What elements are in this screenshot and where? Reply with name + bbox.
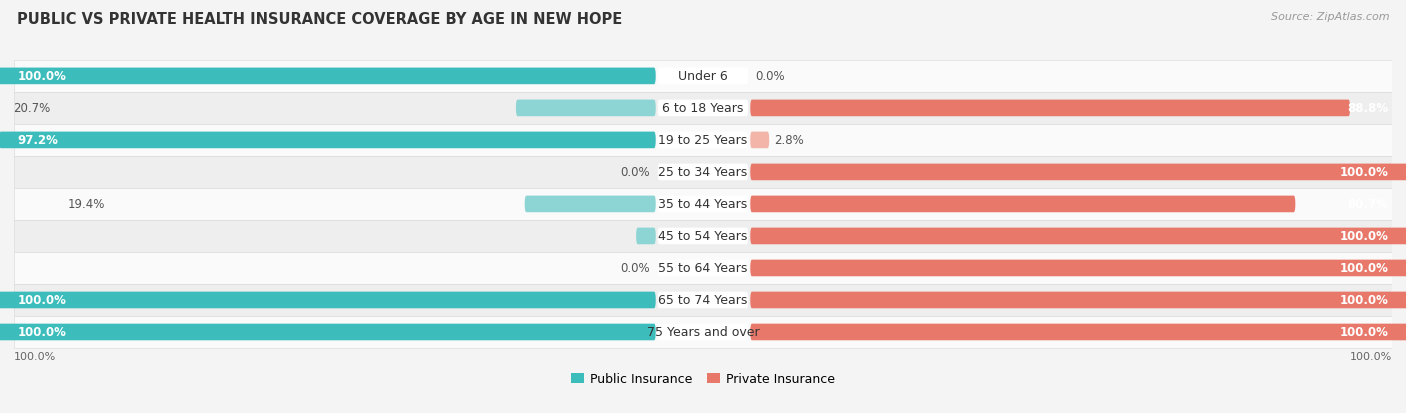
Text: Source: ZipAtlas.com: Source: ZipAtlas.com	[1271, 12, 1389, 22]
FancyBboxPatch shape	[14, 125, 1392, 157]
Text: 0.0%: 0.0%	[620, 166, 651, 179]
FancyBboxPatch shape	[751, 260, 1406, 277]
FancyBboxPatch shape	[658, 132, 748, 149]
FancyBboxPatch shape	[14, 188, 1392, 221]
FancyBboxPatch shape	[751, 292, 1406, 309]
Text: 45 to 54 Years: 45 to 54 Years	[658, 230, 748, 243]
Text: 25 to 34 Years: 25 to 34 Years	[658, 166, 748, 179]
FancyBboxPatch shape	[14, 221, 1392, 252]
FancyBboxPatch shape	[14, 157, 1392, 188]
FancyBboxPatch shape	[658, 324, 748, 340]
Text: PUBLIC VS PRIVATE HEALTH INSURANCE COVERAGE BY AGE IN NEW HOPE: PUBLIC VS PRIVATE HEALTH INSURANCE COVER…	[17, 12, 621, 27]
Text: 20.7%: 20.7%	[13, 102, 51, 115]
Text: 19 to 25 Years: 19 to 25 Years	[658, 134, 748, 147]
FancyBboxPatch shape	[14, 252, 1392, 284]
FancyBboxPatch shape	[751, 164, 1406, 181]
FancyBboxPatch shape	[14, 61, 1392, 93]
Text: 0.0%: 0.0%	[620, 262, 651, 275]
FancyBboxPatch shape	[0, 69, 655, 85]
Text: 100.0%: 100.0%	[1340, 326, 1389, 339]
FancyBboxPatch shape	[751, 324, 1406, 340]
FancyBboxPatch shape	[658, 100, 748, 117]
FancyBboxPatch shape	[658, 164, 748, 181]
Text: 35 to 44 Years: 35 to 44 Years	[658, 198, 748, 211]
Text: 19.4%: 19.4%	[67, 198, 105, 211]
FancyBboxPatch shape	[14, 93, 1392, 125]
FancyBboxPatch shape	[658, 292, 748, 309]
Text: Under 6: Under 6	[678, 70, 728, 83]
Text: 0.0%: 0.0%	[755, 70, 786, 83]
Text: 65 to 74 Years: 65 to 74 Years	[658, 294, 748, 307]
FancyBboxPatch shape	[751, 132, 769, 149]
FancyBboxPatch shape	[0, 132, 655, 149]
Text: 100.0%: 100.0%	[1340, 262, 1389, 275]
Text: 2.8%: 2.8%	[775, 134, 804, 147]
FancyBboxPatch shape	[658, 196, 748, 213]
FancyBboxPatch shape	[516, 100, 655, 117]
Text: 6 to 18 Years: 6 to 18 Years	[662, 102, 744, 115]
Text: 80.7%: 80.7%	[1348, 198, 1389, 211]
Text: 100.0%: 100.0%	[14, 351, 56, 361]
FancyBboxPatch shape	[658, 228, 748, 244]
Text: 100.0%: 100.0%	[1340, 294, 1389, 307]
Text: 75 Years and over: 75 Years and over	[647, 326, 759, 339]
Text: 88.8%: 88.8%	[1347, 102, 1389, 115]
FancyBboxPatch shape	[751, 228, 1406, 244]
FancyBboxPatch shape	[636, 228, 655, 244]
FancyBboxPatch shape	[658, 69, 748, 85]
FancyBboxPatch shape	[0, 324, 655, 340]
FancyBboxPatch shape	[0, 292, 655, 309]
FancyBboxPatch shape	[524, 196, 655, 213]
Text: 100.0%: 100.0%	[17, 326, 66, 339]
Text: 97.2%: 97.2%	[17, 134, 58, 147]
Text: 55 to 64 Years: 55 to 64 Years	[658, 262, 748, 275]
Text: 100.0%: 100.0%	[1340, 166, 1389, 179]
FancyBboxPatch shape	[751, 100, 1350, 117]
FancyBboxPatch shape	[14, 284, 1392, 316]
Text: 100.0%: 100.0%	[1350, 351, 1392, 361]
Text: 100.0%: 100.0%	[17, 70, 66, 83]
FancyBboxPatch shape	[658, 260, 748, 277]
FancyBboxPatch shape	[14, 316, 1392, 348]
Text: 100.0%: 100.0%	[17, 294, 66, 307]
Legend: Public Insurance, Private Insurance: Public Insurance, Private Insurance	[567, 367, 839, 390]
Text: 100.0%: 100.0%	[1340, 230, 1389, 243]
FancyBboxPatch shape	[751, 196, 1295, 213]
